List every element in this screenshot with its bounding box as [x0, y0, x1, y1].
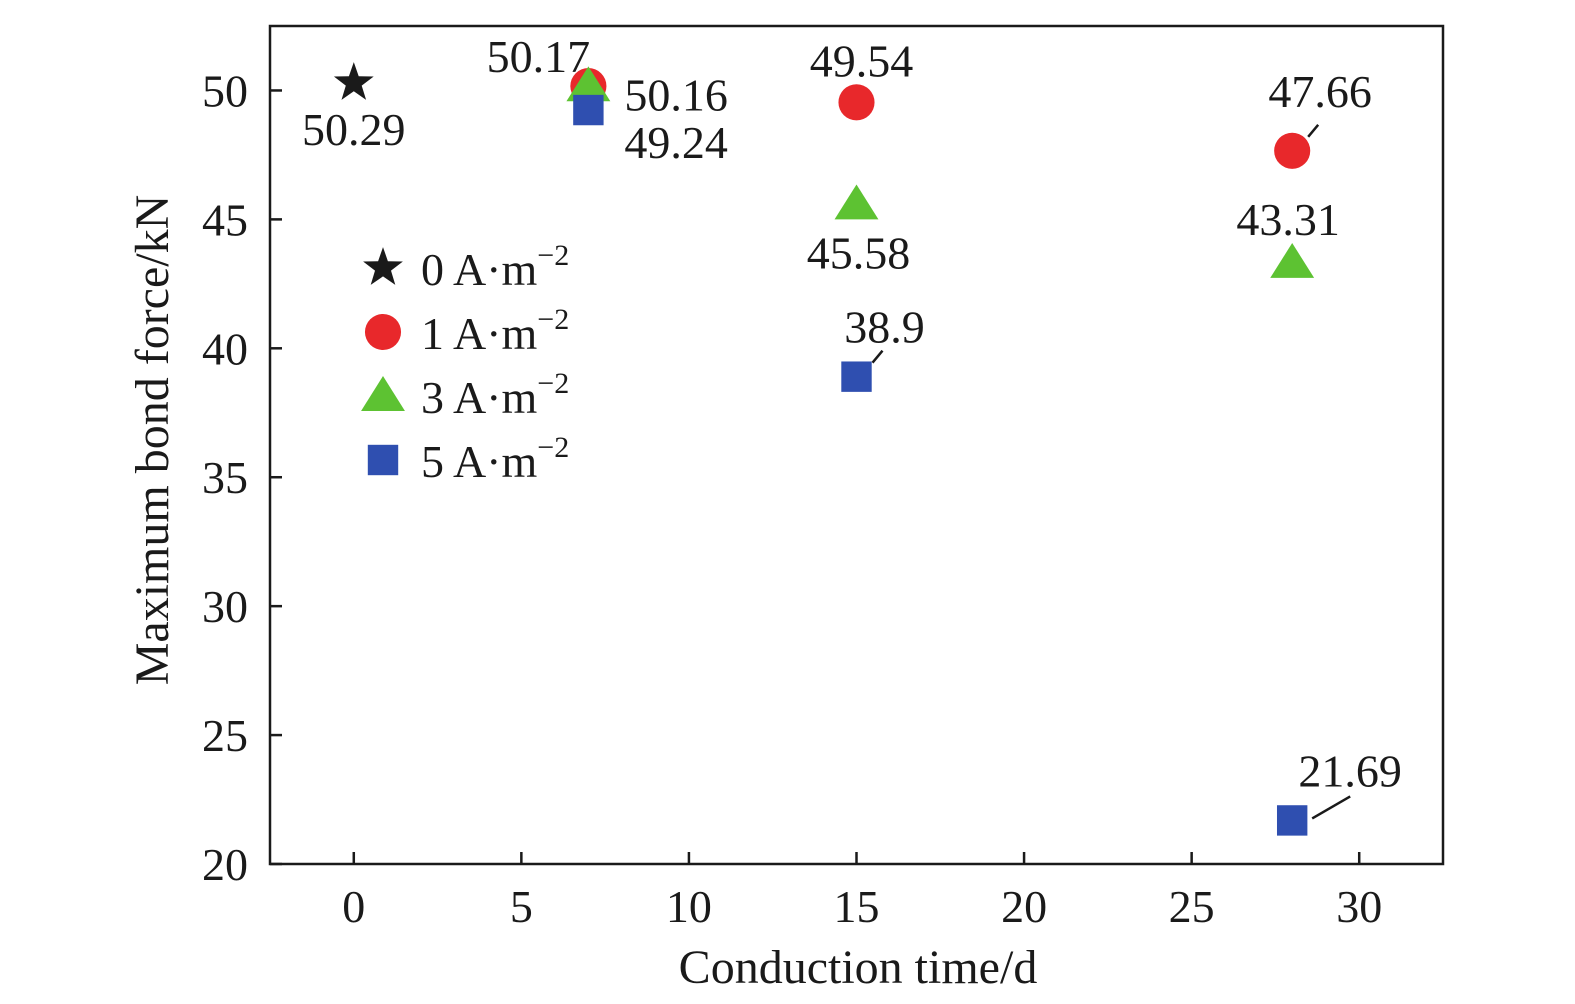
leader-line: [1311, 795, 1351, 820]
data-label: 38.9: [844, 302, 925, 353]
y-tick-label: 30: [202, 581, 248, 632]
data-label: 50.17: [487, 31, 591, 82]
leader-line: [1307, 123, 1320, 138]
legend-label: 1 A·m−2: [421, 303, 569, 359]
y-tick-label: 25: [202, 710, 248, 761]
point-square: [841, 361, 872, 392]
data-points: [333, 62, 1315, 836]
legend-label: 0 A·m−2: [421, 239, 569, 295]
point-star: [333, 62, 374, 100]
legend-label: 3 A·m−2: [421, 367, 569, 423]
data-label: 45.58: [807, 227, 911, 278]
data-labels: 50.29 50.17 49.54 47.66 50.16 45.58 43.31 49.24…: [302, 31, 1402, 820]
point-triangle: [566, 66, 611, 102]
data-label: 49.24: [624, 117, 728, 168]
x-tick-label: 15: [834, 881, 880, 932]
y-tick-label: 20: [202, 839, 248, 890]
y-tick-label: 45: [202, 194, 248, 245]
data-label: 49.54: [810, 35, 914, 86]
x-tick-label: 25: [1169, 881, 1215, 932]
legend-label: 5 A·m−2: [421, 431, 569, 487]
x-axis-title: Conduction time/d: [679, 941, 1038, 994]
point-square: [1276, 805, 1308, 836]
y-tick-label: 50: [202, 65, 248, 116]
x-tick-label: 5: [510, 881, 533, 932]
point-square: [573, 94, 604, 126]
y-axis-title: Maximum bond force/kN: [126, 195, 179, 686]
legend-marker-square: [367, 444, 399, 476]
axes: 0 5 10 15 20 25 30 20 25 30 35 40 45 50: [202, 24, 1445, 932]
leader-line: [871, 349, 884, 364]
x-tick-label: 20: [1001, 881, 1047, 932]
point-circle: [838, 84, 875, 121]
legend-marker-triangle: [361, 376, 405, 411]
x-tick-label: 0: [342, 881, 365, 932]
point-triangle: [1270, 243, 1315, 278]
x-tick-label: 10: [666, 881, 712, 932]
point-triangle: [834, 184, 879, 220]
y-tick-label: 35: [202, 452, 248, 503]
legend: 0 A·m−2 1 A·m−2 3 A·m−2 5 A·m−2: [361, 239, 569, 487]
data-label: 43.31: [1236, 194, 1340, 245]
data-label: 47.66: [1268, 66, 1372, 117]
data-label: 50.16: [624, 69, 728, 120]
legend-marker-star: [363, 247, 403, 285]
legend-marker-circle: [364, 313, 402, 351]
data-label: 21.69: [1298, 745, 1402, 796]
data-label: 50.29: [302, 104, 406, 155]
x-tick-label: 30: [1336, 881, 1382, 932]
y-tick-label: 40: [202, 323, 248, 374]
point-circle: [1274, 132, 1311, 169]
